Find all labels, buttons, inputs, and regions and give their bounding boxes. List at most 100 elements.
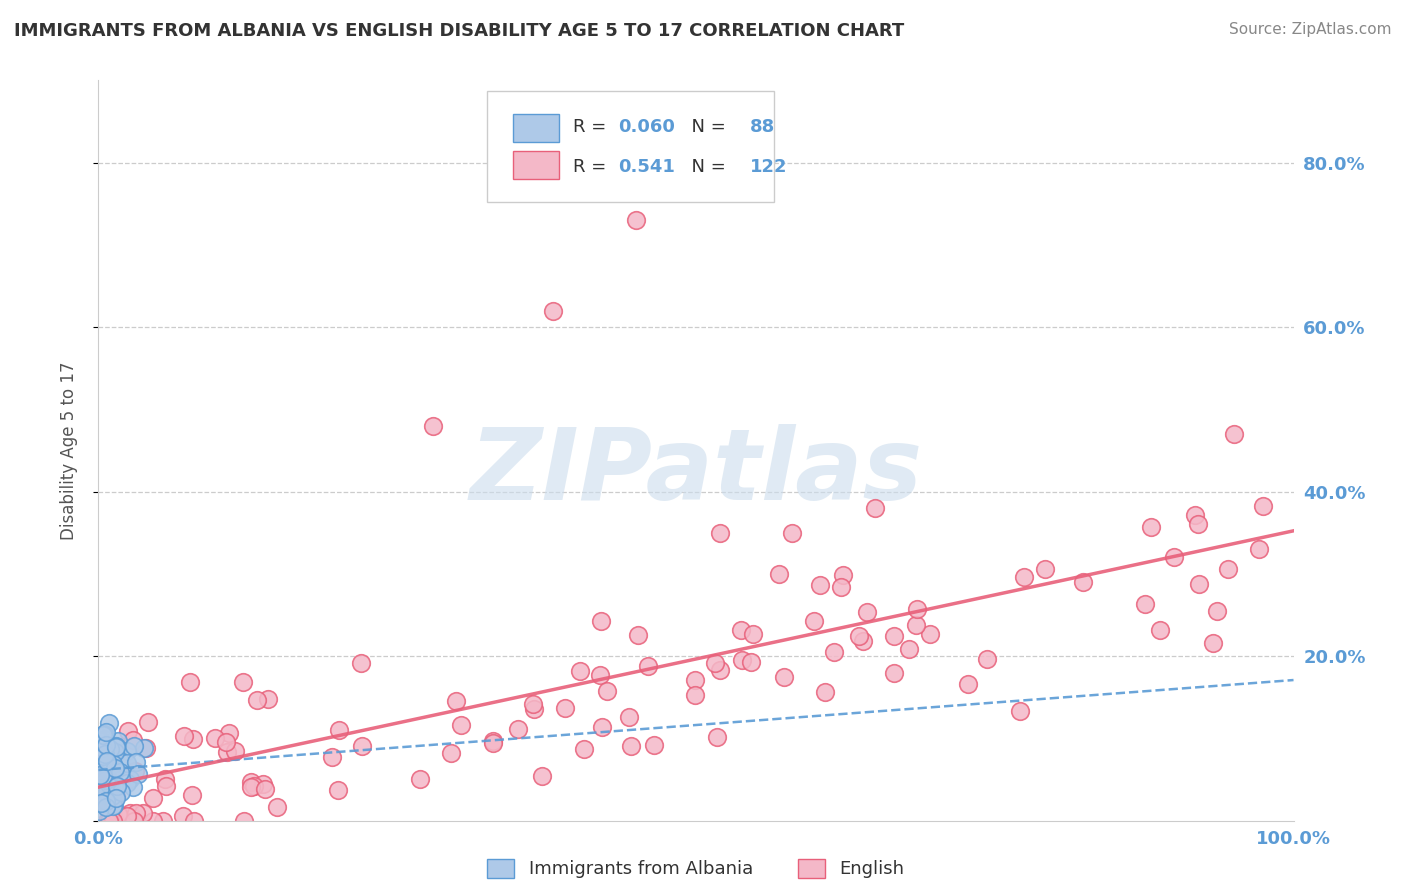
Point: [232, 674, 254, 689]
Point: [709, 663, 731, 677]
Point: [94, 724, 117, 739]
Point: [104, 739, 127, 753]
Point: [115, 744, 138, 758]
Point: [1008, 704, 1031, 718]
Text: 122: 122: [749, 158, 787, 176]
Point: [91, 767, 114, 781]
Point: [637, 658, 659, 673]
Y-axis label: Disability Age 5 to 17: Disability Age 5 to 17: [59, 361, 77, 540]
Point: [780, 525, 803, 540]
Point: [94, 775, 117, 789]
Point: [93, 769, 115, 783]
Point: [173, 729, 195, 743]
Point: [96, 784, 118, 798]
Point: [731, 652, 754, 666]
Point: [440, 746, 463, 760]
Point: [855, 605, 877, 619]
Point: [91, 756, 114, 770]
Point: [883, 629, 905, 643]
Point: [93, 728, 115, 742]
Point: [155, 772, 177, 787]
Point: [589, 668, 612, 682]
Bar: [513, 113, 558, 142]
Point: [87, 772, 110, 786]
Point: [107, 733, 129, 747]
Point: [105, 740, 128, 755]
Point: [96, 774, 118, 789]
Point: [976, 652, 998, 666]
Point: [124, 764, 146, 778]
Point: [883, 665, 905, 680]
FancyBboxPatch shape: [486, 91, 773, 202]
Point: [94, 738, 117, 752]
Point: [87, 765, 110, 780]
Point: [101, 799, 124, 814]
Text: N =: N =: [681, 158, 733, 176]
Point: [572, 742, 595, 756]
Point: [110, 765, 132, 780]
Point: [94, 764, 117, 779]
Point: [94, 756, 117, 770]
Legend: Immigrants from Albania, English: Immigrants from Albania, English: [479, 852, 912, 886]
Point: [93, 727, 115, 741]
Point: [89, 774, 111, 789]
Point: [100, 775, 122, 789]
Point: [1216, 562, 1239, 576]
Point: [523, 702, 546, 716]
Point: [115, 756, 138, 770]
Point: [1187, 516, 1209, 531]
Point: [101, 814, 124, 828]
Point: [87, 805, 110, 819]
Point: [122, 733, 145, 747]
Point: [481, 733, 503, 747]
Point: [328, 783, 350, 797]
Point: [107, 806, 129, 821]
Point: [101, 767, 124, 781]
Point: [830, 580, 852, 594]
Point: [90, 764, 112, 778]
Point: [773, 671, 796, 685]
Point: [1188, 577, 1211, 591]
Point: [98, 715, 121, 730]
Text: 0.060: 0.060: [619, 118, 675, 136]
Point: [89, 768, 111, 782]
Point: [127, 767, 149, 781]
Point: [506, 723, 529, 737]
Point: [808, 577, 831, 591]
Point: [350, 739, 373, 753]
Point: [328, 723, 350, 737]
Point: [803, 614, 825, 628]
Point: [482, 735, 505, 749]
Point: [1184, 508, 1206, 523]
Point: [94, 750, 117, 764]
Point: [595, 683, 617, 698]
Point: [1149, 623, 1171, 637]
Point: [450, 718, 472, 732]
Text: R =: R =: [572, 118, 612, 136]
Point: [90, 734, 112, 748]
Point: [589, 615, 612, 629]
Point: [96, 756, 118, 771]
Point: [100, 742, 122, 756]
Point: [823, 645, 845, 659]
Point: [683, 688, 706, 702]
Point: [90, 796, 112, 810]
Point: [94, 753, 117, 767]
Point: [90, 765, 112, 780]
Point: [91, 752, 114, 766]
Point: [104, 761, 127, 775]
Point: [256, 691, 278, 706]
Point: [183, 814, 205, 828]
Point: [554, 701, 576, 715]
Point: [97, 772, 120, 786]
Text: N =: N =: [681, 118, 733, 136]
Point: [444, 694, 467, 708]
Point: [89, 756, 111, 771]
Point: [101, 789, 124, 803]
Point: [832, 568, 855, 582]
Bar: [513, 151, 558, 178]
Point: [96, 772, 118, 786]
Point: [96, 759, 118, 773]
Point: [89, 783, 111, 797]
Point: [90, 771, 112, 785]
